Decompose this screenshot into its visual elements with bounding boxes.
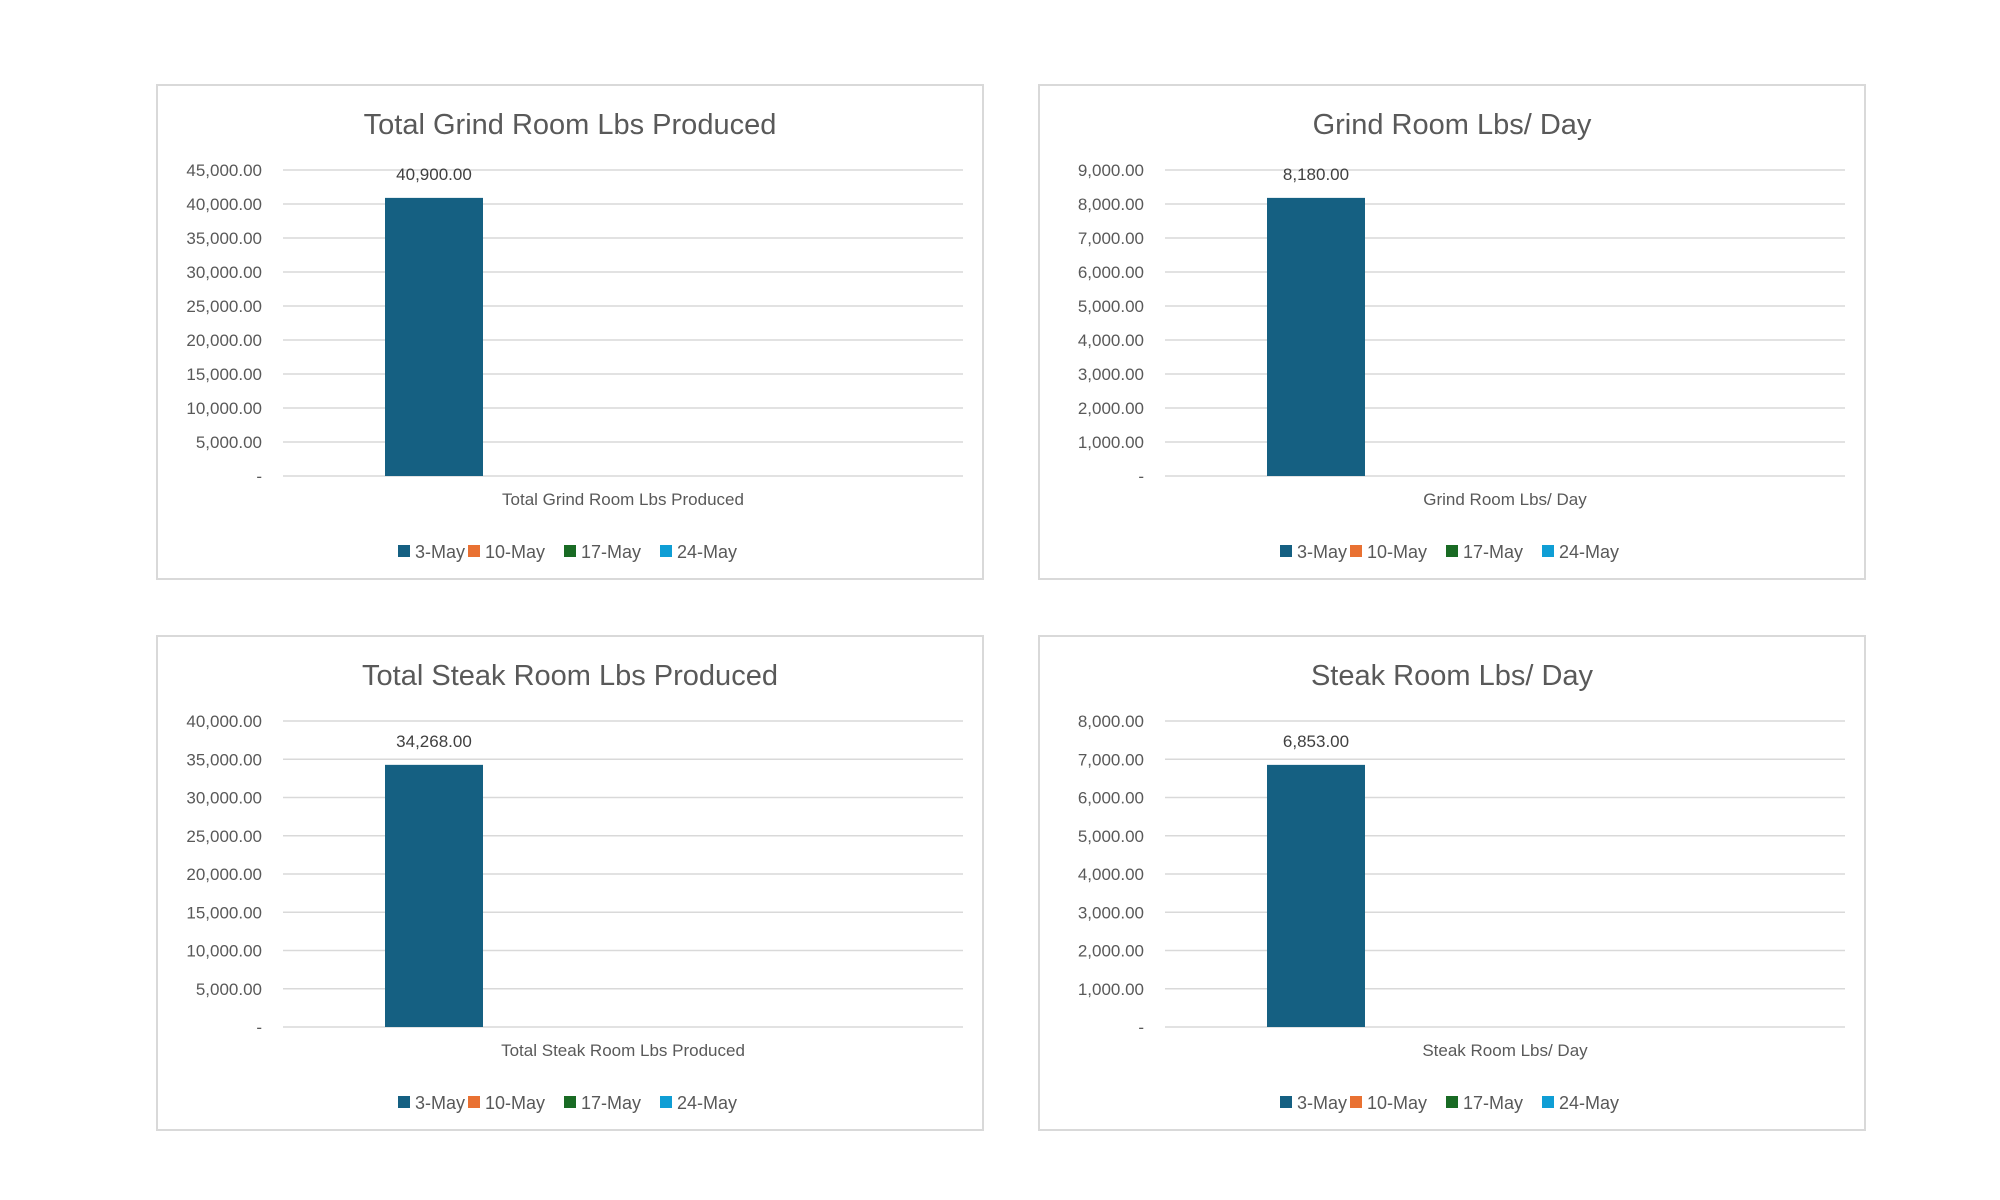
bar-3-May [1267,197,1365,476]
chart-title: Total Steak Room Lbs Produced [362,660,778,692]
legend-swatch [1446,1096,1458,1108]
y-tick-label: 35,000.00 [186,750,262,769]
chart-panel-total-grind-room: Total Grind Room Lbs Produced - 5,000.00 10… [156,84,984,580]
legend-label: 17-May [581,1093,641,1113]
x-category-label: Steak Room Lbs/ Day [1422,1041,1588,1060]
y-tick-label: 5,000.00 [196,980,262,999]
legend-label: 10-May [485,1093,545,1113]
chart-panel-total-steak-room: Total Steak Room Lbs Produced - 5,000.00 10… [156,635,984,1131]
y-tick-label: - [1138,467,1144,486]
legend-label: 3-May [1297,542,1347,562]
legend-label: 10-May [485,542,545,562]
y-tick-label: 8,000.00 [1078,712,1144,731]
y-tick-label: 2,000.00 [1078,399,1144,418]
y-tick-label: 15,000.00 [186,903,262,922]
legend-swatch [660,1096,672,1108]
data-label: 6,853.00 [1283,732,1349,751]
legend-label: 3-May [1297,1093,1347,1113]
chart-title: Steak Room Lbs/ Day [1311,660,1594,692]
x-category-label: Total Steak Room Lbs Produced [501,1041,745,1060]
chart-svg: Total Grind Room Lbs Produced - 5,000.00 10… [186,109,963,562]
y-tick-label: 4,000.00 [1078,331,1144,350]
legend-swatch [468,1096,480,1108]
y-tick-label: - [256,467,262,486]
y-tick-label: 30,000.00 [186,263,262,282]
y-tick-label: 9,000.00 [1078,161,1144,180]
legend-swatch [564,545,576,557]
y-tick-label: 7,000.00 [1078,750,1144,769]
bar-3-May [1267,764,1365,1027]
y-tick-label: 5,000.00 [1078,297,1144,316]
legend-label: 24-May [1559,1093,1619,1113]
legend-swatch [468,545,480,557]
y-tick-label: 45,000.00 [186,161,262,180]
y-tick-label: 10,000.00 [186,942,262,961]
y-tick-label: 25,000.00 [186,827,262,846]
legend-label: 24-May [677,542,737,562]
y-tick-label: - [1138,1018,1144,1037]
legend: 3-May 10-May 17-May 24-May [1280,1093,1619,1113]
y-tick-label: 6,000.00 [1078,789,1144,808]
chart-svg: Total Steak Room Lbs Produced - 5,000.00 10… [186,660,963,1113]
legend-swatch [398,545,410,557]
legend-swatch [1350,1096,1362,1108]
y-tick-label: 2,000.00 [1078,942,1144,961]
data-label: 34,268.00 [396,732,472,751]
legend-label: 3-May [415,542,465,562]
x-category-label: Grind Room Lbs/ Day [1423,490,1587,509]
y-tick-label: 40,000.00 [186,195,262,214]
bar-3-May [385,197,483,476]
y-tick-label: 20,000.00 [186,331,262,350]
y-tick-label: 5,000.00 [1078,827,1144,846]
legend-label: 24-May [677,1093,737,1113]
y-tick-label: 4,000.00 [1078,865,1144,884]
legend-swatch [398,1096,410,1108]
legend-label: 24-May [1559,542,1619,562]
y-tick-label: 1,000.00 [1078,980,1144,999]
chart-svg: Grind Room Lbs/ Day - 1,000.00 2,000.00 3,00… [1078,109,1845,562]
y-tick-label: 6,000.00 [1078,263,1144,282]
chart-title: Total Grind Room Lbs Produced [364,109,777,141]
chart-svg: Steak Room Lbs/ Day - 1,000.00 2,000.00 3,00… [1078,660,1845,1113]
y-tick-label: 30,000.00 [186,789,262,808]
bar-3-May [385,764,483,1027]
legend: 3-May 10-May 17-May 24-May [398,542,737,562]
y-tick-label: 1,000.00 [1078,433,1144,452]
legend: 3-May 10-May 17-May 24-May [1280,542,1619,562]
y-tick-label: 35,000.00 [186,229,262,248]
chart-panel-grind-room-per-day: Grind Room Lbs/ Day - 1,000.00 2,000.00 3,00… [1038,84,1866,580]
y-tick-label: 5,000.00 [196,433,262,452]
legend-swatch [1280,545,1292,557]
legend-swatch [1446,545,1458,557]
y-tick-label: 7,000.00 [1078,229,1144,248]
legend-label: 3-May [415,1093,465,1113]
legend-swatch [660,545,672,557]
data-label: 40,900.00 [396,165,472,184]
legend-label: 17-May [581,542,641,562]
y-tick-label: - [256,1018,262,1037]
y-tick-label: 25,000.00 [186,297,262,316]
data-label: 8,180.00 [1283,165,1349,184]
legend-swatch [1542,1096,1554,1108]
legend-label: 17-May [1463,542,1523,562]
legend-label: 10-May [1367,1093,1427,1113]
legend-label: 17-May [1463,1093,1523,1113]
chart-panel-steak-room-per-day: Steak Room Lbs/ Day - 1,000.00 2,000.00 3,00… [1038,635,1866,1131]
y-tick-label: 3,000.00 [1078,365,1144,384]
y-tick-label: 8,000.00 [1078,195,1144,214]
y-tick-label: 20,000.00 [186,865,262,884]
legend-swatch [1542,545,1554,557]
x-category-label: Total Grind Room Lbs Produced [502,490,744,509]
y-tick-label: 40,000.00 [186,712,262,731]
legend-swatch [1350,545,1362,557]
legend-swatch [564,1096,576,1108]
chart-title: Grind Room Lbs/ Day [1313,109,1592,141]
legend-label: 10-May [1367,542,1427,562]
legend-swatch [1280,1096,1292,1108]
y-tick-label: 15,000.00 [186,365,262,384]
y-tick-label: 3,000.00 [1078,903,1144,922]
legend: 3-May 10-May 17-May 24-May [398,1093,737,1113]
y-tick-label: 10,000.00 [186,399,262,418]
